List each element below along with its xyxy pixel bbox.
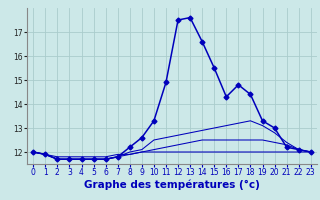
X-axis label: Graphe des températures (°c): Graphe des températures (°c) [84,180,260,190]
